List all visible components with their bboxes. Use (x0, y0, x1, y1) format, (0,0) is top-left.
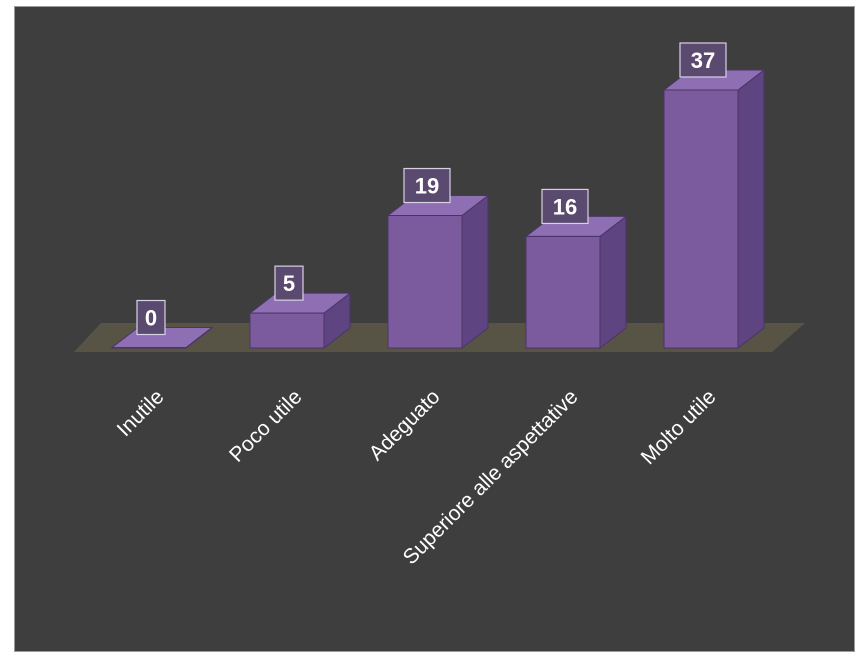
bar-5 (662, 68, 766, 350)
data-label: 37 (691, 48, 715, 73)
bar-front (387, 215, 463, 349)
category-label: Molto utile (637, 385, 721, 469)
bar-side (461, 194, 489, 350)
bar-front (249, 312, 325, 349)
bar-side (737, 68, 765, 350)
category-label: Adeguato (365, 385, 445, 465)
data-label-box (541, 188, 589, 225)
bar-front (111, 347, 187, 349)
data-label: 0 (145, 306, 157, 331)
category-label: Inutile (113, 385, 169, 441)
data-label: 16 (553, 194, 577, 219)
bar-4 (524, 215, 628, 350)
data-label-box (136, 299, 166, 336)
bar-2 (248, 292, 352, 350)
bar-3 (386, 194, 490, 350)
data-label: 5 (283, 271, 295, 296)
data-label-box (274, 265, 304, 301)
category-label: Poco utile (225, 385, 306, 466)
bar-front (663, 89, 739, 349)
data-label-box (679, 42, 727, 78)
bar-front (525, 235, 601, 349)
data-label-box (403, 167, 451, 204)
bar-side (599, 215, 627, 350)
data-label: 19 (415, 174, 439, 199)
